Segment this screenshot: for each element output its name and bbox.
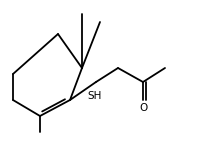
Text: O: O <box>140 103 148 113</box>
Text: SH: SH <box>88 91 102 101</box>
